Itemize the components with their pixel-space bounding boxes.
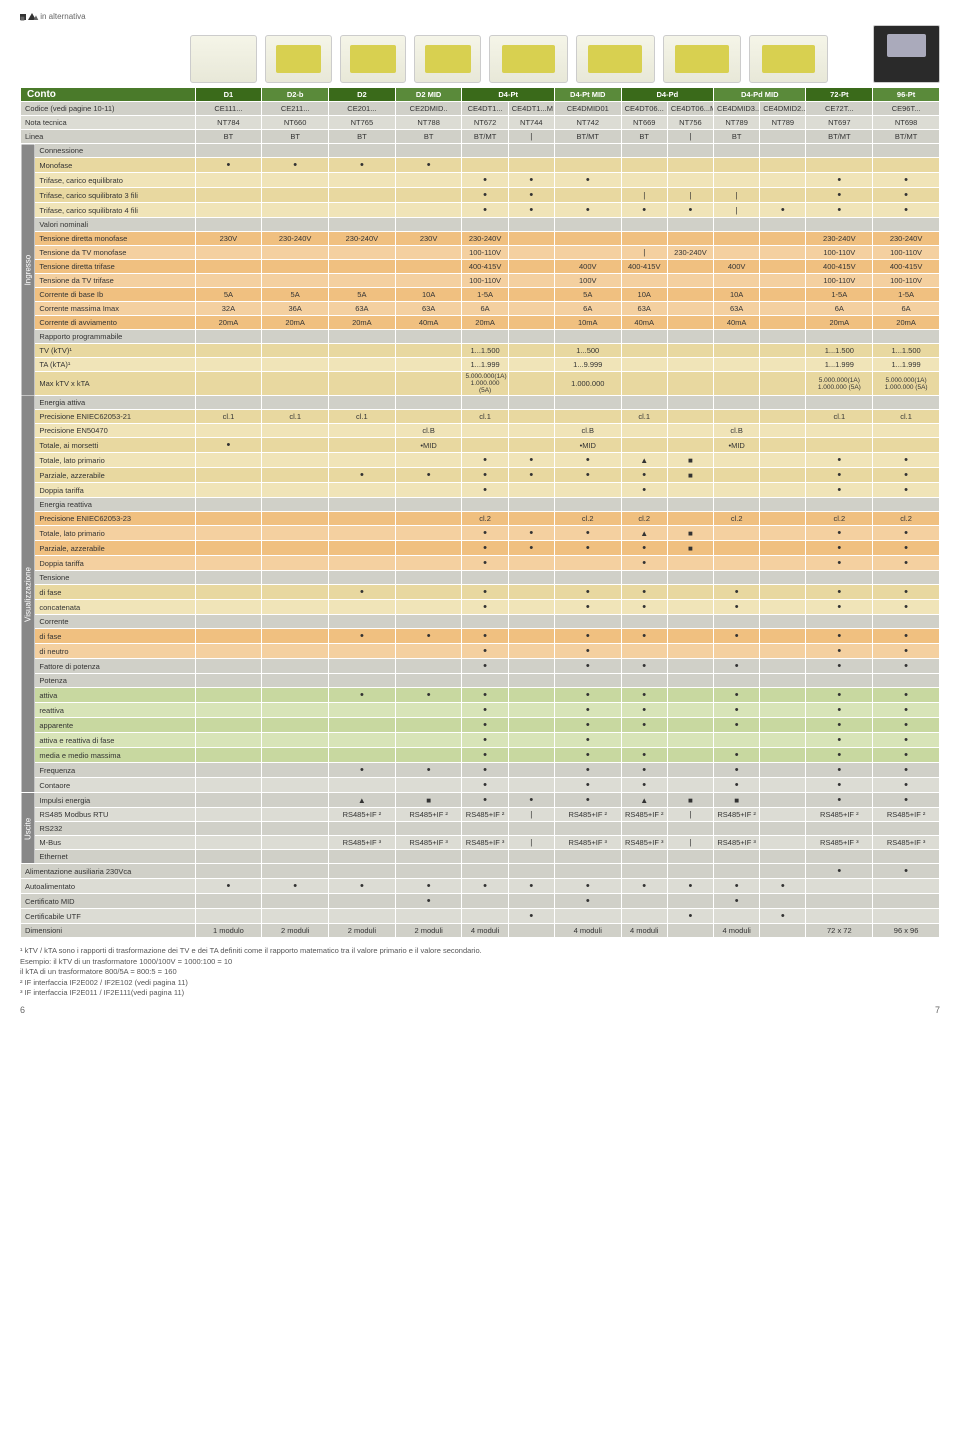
table-title: Conto	[21, 88, 196, 102]
footnotes: ¹ kTV / kTA sono i rapporti di trasforma…	[20, 946, 940, 999]
legend-symbols: in alternativa	[20, 12, 940, 21]
product-image	[414, 35, 481, 83]
product-images-row	[20, 25, 940, 83]
product-image	[749, 35, 828, 83]
product-image	[576, 35, 655, 83]
spec-table: ContoD1D2-bD2D2 MIDD4-PtD4-Pt MIDD4-PdD4…	[20, 87, 940, 938]
product-image	[340, 35, 407, 83]
page-numbers: 67	[20, 1005, 940, 1015]
product-image	[190, 35, 257, 83]
product-image	[489, 35, 568, 83]
product-image	[265, 35, 332, 83]
product-image	[663, 35, 742, 83]
product-image	[873, 25, 940, 83]
